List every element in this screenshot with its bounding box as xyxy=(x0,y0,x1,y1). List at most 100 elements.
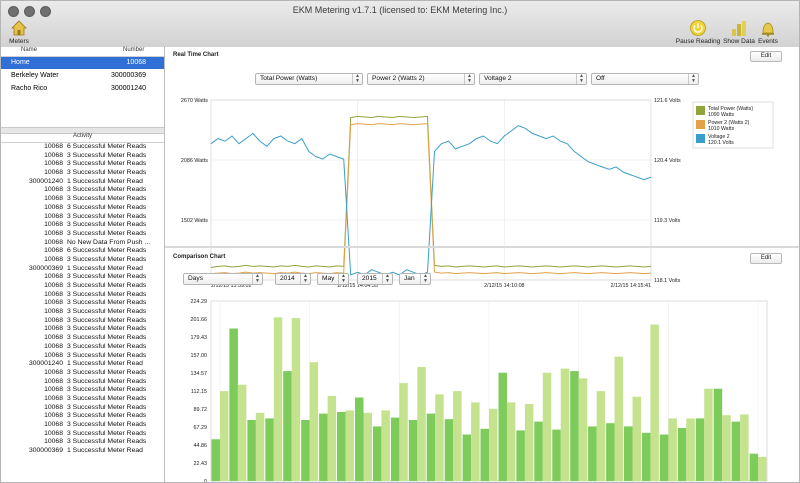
activity-row: 10068 3 Successful Meter Reads xyxy=(1,152,164,161)
name-column-header[interactable]: Name xyxy=(21,47,38,53)
series-line xyxy=(210,123,652,275)
end-year-select[interactable]: 2015 ▲ ▼ xyxy=(357,273,393,285)
activity-meter-id: 10068 xyxy=(44,394,63,402)
series3-select[interactable]: Voltage 2 ▲ ▼ xyxy=(479,73,587,85)
end-year-value: 2015 xyxy=(362,275,377,282)
bar xyxy=(570,371,579,481)
legend-series-value: 1090 Watts xyxy=(708,112,734,118)
bar xyxy=(291,318,301,481)
activity-message: 3 Successful Meter Reads xyxy=(67,169,147,177)
activity-meter-id: 10068 xyxy=(44,282,63,289)
show-data-label: Show Data xyxy=(723,38,755,45)
activity-message: 3 Successful Meter Reads xyxy=(67,342,147,350)
activity-meter-id: 10068 xyxy=(44,160,63,168)
bar xyxy=(749,453,759,481)
bar xyxy=(453,391,462,481)
comparison-edit-button[interactable]: Edit xyxy=(750,253,782,264)
meter-row[interactable]: Racho Rico 300001240 xyxy=(1,83,164,95)
activity-message: 3 Successful Meter Reads xyxy=(67,229,147,237)
start-month-value: May xyxy=(322,275,335,282)
y-tick-label: 22.43 xyxy=(194,461,208,467)
bar xyxy=(731,421,741,481)
activity-row: 10068 3 Successful Meter Reads xyxy=(1,421,164,430)
y-left-tick-label: 2670 Watts xyxy=(181,98,208,104)
legend-box xyxy=(692,101,774,149)
meter-row[interactable]: Home 10068 xyxy=(1,57,164,69)
bar xyxy=(506,402,516,481)
pause-reading-button[interactable]: Pause Reading xyxy=(675,19,721,45)
start-year-select[interactable]: 2014 ▲ ▼ xyxy=(275,273,311,285)
series4-select[interactable]: Off ▲ ▼ xyxy=(591,73,699,85)
bar xyxy=(668,418,677,481)
meter-number: 10068 xyxy=(126,59,146,66)
activity-message: 3 Successful Meter Reads xyxy=(67,394,147,402)
bar xyxy=(614,356,623,481)
updown-arrow-icon: ▲ ▼ xyxy=(464,74,474,84)
close-window-button[interactable] xyxy=(8,6,19,17)
start-month-select[interactable]: May ▲ ▼ xyxy=(317,273,349,285)
bar xyxy=(758,456,767,481)
activity-row: 10068 3 Successful Meter Reads xyxy=(1,169,164,178)
zoom-window-button[interactable] xyxy=(40,6,51,17)
bar xyxy=(237,384,247,481)
activity-meter-id: 300001240 xyxy=(28,177,63,185)
bar xyxy=(471,402,480,481)
split-handle[interactable] xyxy=(1,127,164,134)
period-select[interactable]: Days ▲ ▼ xyxy=(183,273,263,285)
show-data-button[interactable]: Show Data xyxy=(723,19,755,45)
house-icon xyxy=(10,19,28,37)
activity-message: 3 Successful Meter Reads xyxy=(67,212,147,220)
activity-message: 1 Successful Meter Read xyxy=(67,360,143,368)
activity-row: 10068 6 Successful Meter Reads xyxy=(1,247,164,256)
bar xyxy=(220,391,229,481)
y-tick-label: 44.86 xyxy=(194,443,208,449)
events-button[interactable]: Events xyxy=(756,19,780,45)
updown-arrow-icon: ▲ ▼ xyxy=(338,274,348,284)
activity-meter-id: 10068 xyxy=(44,316,63,324)
number-column-header[interactable]: Number xyxy=(123,47,145,53)
bar xyxy=(399,383,408,481)
activity-meter-id: 10068 xyxy=(44,290,63,298)
meter-row[interactable]: Berkeley Water 300000369 xyxy=(1,70,164,82)
activity-row: 10068 3 Successful Meter Reads xyxy=(1,404,164,413)
minimize-window-button[interactable] xyxy=(24,6,35,17)
bar xyxy=(417,367,426,481)
bar xyxy=(686,418,695,481)
bar xyxy=(498,372,507,481)
activity-message: 3 Successful Meter Reads xyxy=(67,151,147,159)
bar xyxy=(444,419,454,481)
legend-series-name: Voltage 2 xyxy=(708,134,730,140)
updown-arrow-icon: ▲ ▼ xyxy=(382,274,392,284)
series4-select-value: Off xyxy=(596,75,605,82)
activity-row: 10068 3 Successful Meter Reads xyxy=(1,352,164,361)
realtime-edit-button[interactable]: Edit xyxy=(750,51,782,62)
activity-row: 10068 3 Successful Meter Reads xyxy=(1,273,164,282)
meters-label: Meters xyxy=(9,38,29,45)
meter-number: 300001240 xyxy=(110,85,146,92)
bar xyxy=(534,421,543,481)
bar xyxy=(345,410,354,481)
series3-select-value: Voltage 2 xyxy=(484,75,512,82)
end-month-select[interactable]: Jan ▲ ▼ xyxy=(399,273,431,285)
activity-list[interactable]: 10068 6 Successful Meter Reads 10068 3 Succ… xyxy=(1,143,164,456)
y-left-tick-label: 1502 Watts xyxy=(181,218,208,224)
activity-message: 3 Successful Meter Reads xyxy=(67,273,147,281)
activity-meter-id: 10068 xyxy=(44,299,63,307)
bar xyxy=(650,324,659,481)
meters-table-header: Name Number xyxy=(1,47,164,57)
activity-message: 3 Successful Meter Reads xyxy=(67,195,147,203)
activity-row: 10068 3 Successful Meter Reads xyxy=(1,204,164,213)
activity-row: 10068 3 Successful Meter Reads xyxy=(1,230,164,239)
series1-select[interactable]: Total Power (Watts) ▲ ▼ xyxy=(255,73,363,85)
updown-arrow-icon: ▲ ▼ xyxy=(420,274,430,284)
series2-select[interactable]: Power 2 (Watts 2) ▲ ▼ xyxy=(367,73,475,85)
activity-meter-id: 300001240 xyxy=(28,360,63,368)
updown-arrow-icon: ▲ ▼ xyxy=(352,74,362,84)
y-tick-label: 0 xyxy=(204,479,207,483)
y-tick-label: 224.29 xyxy=(191,299,208,305)
bar xyxy=(273,317,283,481)
meters-button[interactable]: Meters xyxy=(5,19,33,45)
bar xyxy=(642,432,651,481)
activity-row: 10068 3 Successful Meter Reads xyxy=(1,308,164,317)
legend-series-value: 120.1 Volts xyxy=(708,140,734,146)
